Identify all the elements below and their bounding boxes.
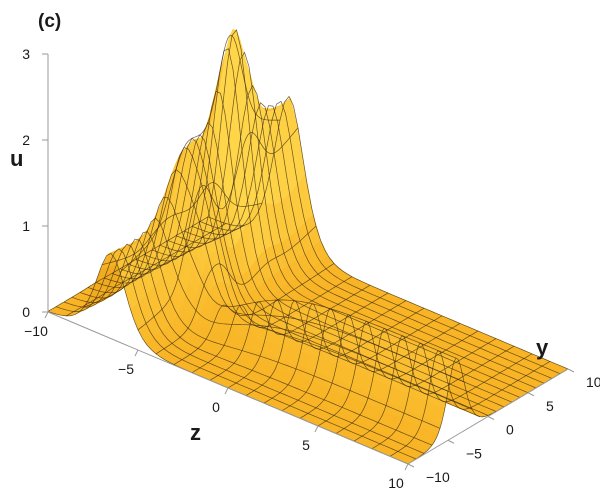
y-tick-mark [487, 416, 495, 420]
panel-label: (c) [38, 11, 61, 32]
y-axis-title-y: y [536, 335, 549, 360]
mesh-line-const-y [151, 48, 513, 403]
mesh-line-const-z [245, 300, 407, 396]
mesh-line-const-y [199, 100, 561, 375]
mesh-line-const-z [371, 342, 533, 450]
z-tick-mark [134, 349, 139, 357]
mesh-line-const-y [175, 84, 537, 389]
mesh-line-const-y [191, 105, 553, 379]
y-tick-label: −10 [426, 469, 450, 485]
mesh-line-const-y [183, 102, 545, 384]
z-tick-label: −10 [24, 323, 48, 339]
mesh-line-const-z [335, 327, 497, 434]
u-tick-label: 0 [22, 304, 30, 320]
u-tick-label: 1 [22, 218, 30, 234]
surface [47, 28, 569, 465]
z-tick-label: 10 [388, 475, 404, 491]
z-tick-label: 5 [302, 437, 310, 453]
y-tick-label: 5 [546, 398, 554, 414]
bounding-box [42, 53, 575, 471]
z-tick-mark [404, 463, 409, 471]
mesh-line-const-z [299, 314, 461, 419]
y-tick-label: −5 [466, 445, 482, 461]
mesh-line-const-z [317, 320, 479, 427]
z-axis-title-u: u [10, 146, 23, 171]
z-tick-mark [314, 425, 319, 433]
mesh-line-const-z [353, 335, 515, 442]
mesh-line-const-y [135, 121, 497, 412]
z-tick-label: −5 [118, 361, 134, 377]
y-tick-mark [407, 463, 415, 468]
y-tick-mark [447, 439, 455, 444]
u-tick-label: 2 [22, 132, 30, 148]
y-tick-label: 0 [506, 422, 514, 438]
mesh-line-const-z [389, 350, 551, 457]
u-tick-label: 3 [22, 46, 30, 62]
axis-ticks: 0 1 2 3 −10 −5 0 5 10 −10 −5 0 5 10 [22, 46, 600, 491]
mesh-line-const-y [207, 95, 569, 370]
mesh-line-const-y [167, 51, 529, 394]
z-tick-mark [44, 311, 49, 319]
mesh-line-const-z [281, 308, 443, 412]
mesh-line-const-z [263, 303, 425, 404]
y-tick-label: 10 [586, 374, 600, 390]
mesh-line-const-y [159, 29, 521, 398]
z-tick-label: 0 [212, 399, 220, 415]
y-tick-mark [567, 368, 575, 373]
y-tick-mark [527, 392, 535, 397]
x-axis-title-z: z [190, 420, 201, 445]
z-tick-mark [224, 387, 229, 395]
